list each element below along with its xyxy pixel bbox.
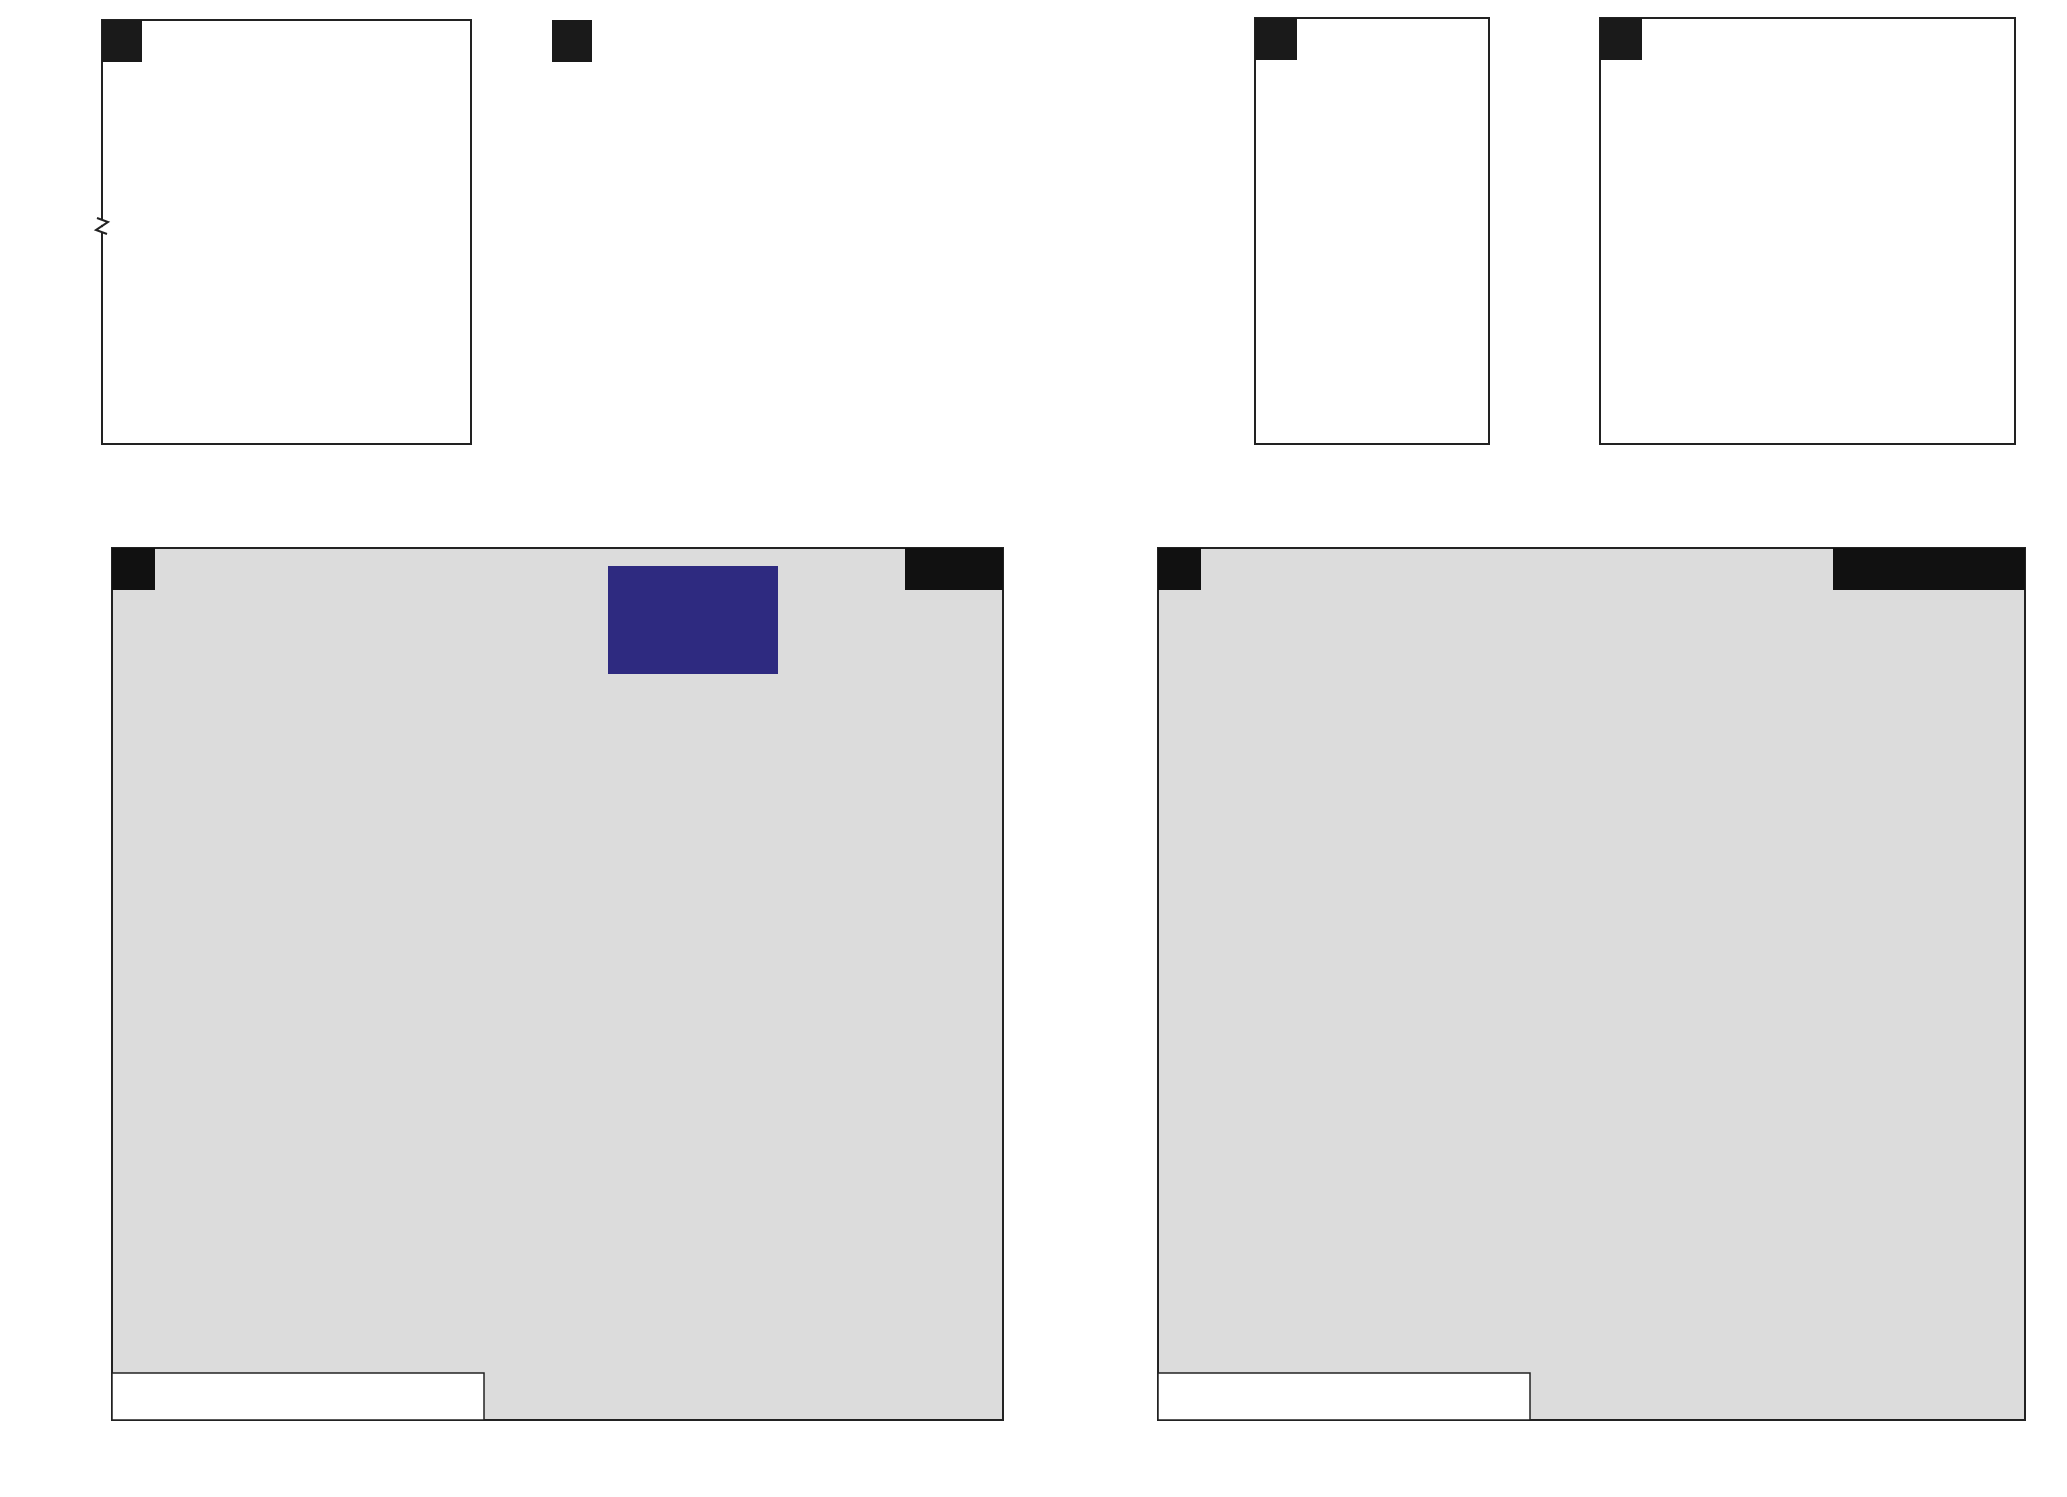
sample-label-box-f (1833, 548, 2025, 590)
rscm-box-bg (608, 566, 778, 674)
panel-c-bg (1255, 18, 1489, 444)
panel-a-label-box (102, 20, 142, 62)
panel-a-frame (101, 19, 472, 445)
panel-f-label-box (1158, 548, 1201, 590)
panel-f-phase-diagram (1157, 547, 2026, 1421)
panel-b-ternary (552, 20, 592, 62)
panel-a-garnet-profile (93, 19, 472, 445)
axis-break-icon (93, 217, 111, 235)
panel-c-label-box (1255, 18, 1297, 60)
rscm-box (608, 566, 778, 674)
panel-d-label-box (1600, 18, 1642, 60)
system-label-box-f (1157, 1372, 1531, 1421)
panel-e-label-box (112, 548, 155, 590)
sample-label-box-e (905, 548, 1003, 590)
panel-d-bg (1600, 18, 2015, 444)
panel-b-label-box (552, 20, 592, 62)
panel-d-frame (1599, 17, 2016, 445)
panel-e-frame (111, 547, 1004, 1421)
panel-d-white-mica (1599, 17, 2016, 445)
panel-f-frame (1157, 547, 2026, 1421)
panel-e-bg (112, 548, 1003, 1420)
panel-f-bg (1158, 548, 2025, 1420)
system-label-box-e (111, 1372, 485, 1421)
panel-e-phase-diagram (111, 547, 1004, 1421)
panel-c-biotite (1254, 17, 1490, 445)
panel-c-frame (1254, 17, 1490, 445)
